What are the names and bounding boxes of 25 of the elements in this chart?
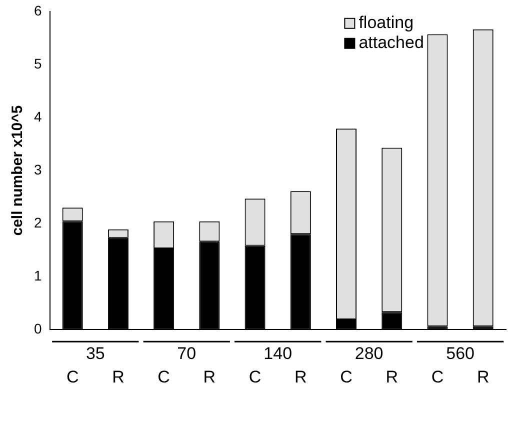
text: 280 (354, 344, 384, 363)
x-tick-label: R (112, 367, 124, 386)
x-tick-label: C (158, 367, 170, 386)
text: 70 (177, 344, 196, 363)
text: 140 (264, 344, 292, 363)
y-tick-label: 4 (34, 108, 42, 124)
x-tick-label: R (386, 367, 398, 386)
x-tick-label: C (431, 367, 444, 386)
legend-label: floating (358, 13, 414, 32)
y-tick-label: 3 (34, 161, 42, 178)
x-tick-label: C (66, 367, 79, 386)
text: 560 (446, 344, 474, 363)
x-tick-label: C (340, 367, 352, 386)
x-tick-label: R (476, 367, 490, 386)
y-tick-label: 5 (34, 55, 42, 72)
y-tick-label: 2 (34, 214, 42, 230)
x-tick-label: R (294, 367, 307, 386)
x-tick-label: C (248, 367, 262, 386)
y-axis-title: cell number x10^5 (9, 105, 26, 236)
legend-label: attached (358, 33, 424, 52)
x-tick-label: R (203, 367, 216, 386)
text: 35 (86, 344, 105, 363)
y-tick-label: 1 (34, 267, 42, 284)
y-tick-label: 6 (34, 2, 42, 18)
y-tick-label: 0 (34, 320, 42, 336)
